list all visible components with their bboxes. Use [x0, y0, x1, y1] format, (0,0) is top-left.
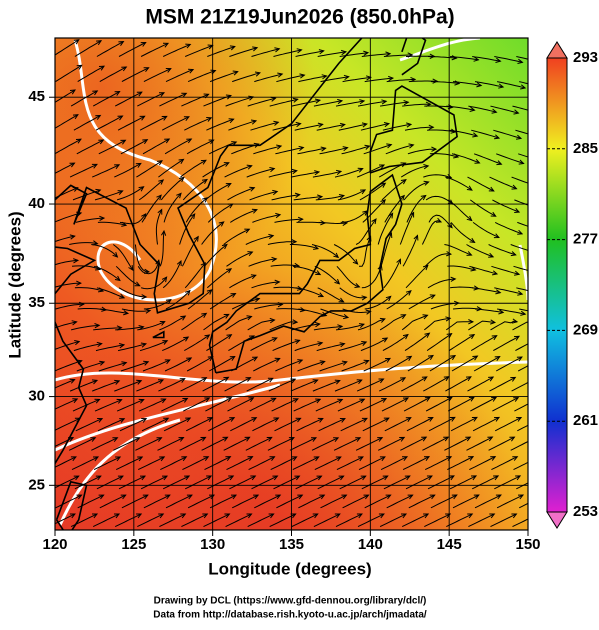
x-tick-label: 145	[437, 536, 462, 553]
y-tick-label: 30	[28, 388, 45, 405]
arrowhead	[534, 457, 539, 461]
arrowhead	[532, 437, 537, 441]
y-tick-label: 40	[28, 195, 45, 212]
streamline	[359, 28, 387, 31]
arrowhead	[542, 312, 547, 316]
arrowhead	[535, 398, 540, 402]
arrowhead	[537, 34, 542, 38]
arrowhead	[493, 32, 498, 36]
streamline	[514, 31, 542, 38]
arrowhead	[427, 29, 432, 33]
arrowhead	[116, 16, 121, 20]
y-tick-label: 25	[28, 476, 45, 493]
streamline	[491, 31, 519, 36]
arrowhead	[532, 378, 537, 382]
y-axis-label: Latitude (degrees)	[5, 211, 24, 358]
arrowhead	[471, 31, 476, 35]
arrowhead	[534, 183, 539, 187]
arrowhead	[541, 159, 546, 163]
x-axis-label: Longitude (degrees)	[208, 559, 371, 578]
streamline	[72, 15, 98, 31]
footer-line: Drawing by DCL (https://www.gfd-dennou.o…	[154, 596, 427, 607]
colorbar-tick-label: 253	[573, 503, 598, 520]
x-tick-label: 140	[358, 536, 383, 553]
arrowhead	[538, 418, 543, 422]
colorbar-tick-label: 285	[573, 140, 598, 157]
arrowhead	[449, 30, 454, 34]
arrowhead	[540, 228, 545, 232]
arrowhead	[536, 110, 541, 114]
arrowhead	[536, 271, 541, 275]
arrowhead	[533, 250, 538, 254]
streamline	[425, 31, 453, 32]
arrowhead	[138, 17, 143, 21]
arrowhead	[542, 85, 547, 89]
arrowhead	[515, 33, 520, 37]
y-tick-label: 45	[28, 88, 45, 105]
colorbar-tick-label: 269	[573, 321, 598, 338]
arrowhead	[71, 14, 76, 18]
y-tick-label: 35	[28, 294, 45, 311]
x-tick-label: 130	[200, 536, 225, 553]
streamline	[116, 17, 143, 31]
arrowhead	[538, 135, 543, 139]
colorbar-tick-label: 261	[573, 412, 598, 429]
colorbar: 253 261 269 277 285 293	[547, 42, 598, 528]
chart-title: MSM 21Z19Jun2026 (850.0hPa)	[145, 6, 454, 29]
colorbar-tick-label: 277	[573, 231, 598, 248]
streamline	[381, 30, 409, 31]
arrowhead	[539, 60, 544, 64]
arrowhead	[533, 514, 538, 518]
colorbar-over	[547, 42, 567, 58]
x-tick-label: 125	[121, 536, 146, 553]
x-tick-label: 135	[279, 536, 304, 553]
colorbar-tick-label: 293	[573, 49, 598, 66]
streamline	[469, 31, 497, 35]
arrowhead	[537, 476, 542, 480]
x-tick-label: 150	[515, 536, 540, 553]
arrowhead	[93, 15, 98, 19]
arrowhead	[540, 495, 545, 499]
arrowhead	[539, 357, 544, 361]
arrowhead	[539, 291, 544, 295]
footer-line: Data from http://database.rish.kyoto-u.a…	[153, 610, 427, 621]
arrowhead	[537, 206, 542, 210]
colorbar-scale	[547, 58, 567, 512]
plot-area	[0, 14, 547, 571]
arrowhead	[534, 319, 539, 323]
x-tick-label: 120	[42, 536, 67, 553]
streamline	[50, 14, 76, 31]
colorbar-under	[547, 512, 567, 528]
streamline	[447, 31, 475, 34]
arrowhead	[536, 337, 541, 341]
streamline	[94, 16, 121, 31]
